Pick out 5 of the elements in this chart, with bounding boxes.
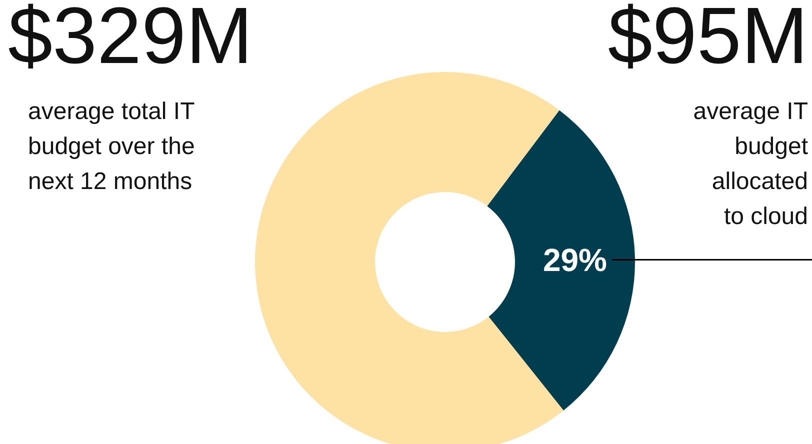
data-label: 29%	[542, 242, 608, 278]
text: average total IT budget over the next 12 months	[28, 97, 196, 197]
text: $95M	[608, 0, 808, 82]
text: average IT budget allocated to cloud	[692, 97, 808, 232]
text: $329M	[8, 0, 253, 82]
